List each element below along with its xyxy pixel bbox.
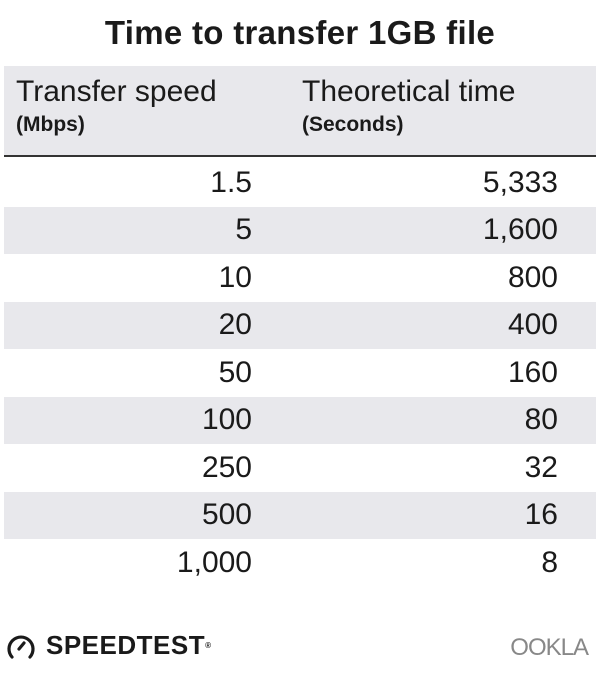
time-cell: 5,333 — [482, 165, 558, 199]
chart-title: Time to transfer 1GB file — [104, 14, 496, 51]
speed-cell: 20 — [218, 308, 252, 342]
speed-cell: 5 — [235, 213, 252, 247]
time-cell: 1,600 — [482, 213, 558, 247]
table-row: 5 1,600 — [4, 206, 596, 254]
time-cell: 8 — [541, 545, 558, 579]
table-row: 20 400 — [4, 301, 596, 349]
time-cell: 800 — [507, 260, 558, 294]
data-table: Transfer speed (Mbps) Theoretical time (… — [4, 66, 596, 587]
speedtest-wordmark: SPEEDTEST — [46, 630, 206, 660]
table-row: 1,000 8 — [4, 539, 596, 587]
gauge-icon — [7, 634, 35, 659]
speed-cell: 100 — [201, 403, 252, 437]
speed-cell: 1.5 — [210, 165, 252, 199]
table-row: 1.5 5,333 — [4, 159, 596, 207]
speed-cell: 250 — [201, 450, 252, 484]
column-unit: (Seconds) — [302, 113, 404, 136]
column-header-time: Theoretical time (Seconds) — [300, 66, 596, 155]
speedtest-logo: SPEEDTEST ® — [6, 630, 212, 661]
table-row: 100 80 — [4, 396, 596, 444]
table-row: 10 800 — [4, 254, 596, 302]
column-unit: (Mbps) — [16, 113, 85, 136]
speed-cell: 500 — [201, 498, 252, 532]
table-row: 500 16 — [4, 491, 596, 539]
time-cell: 80 — [524, 403, 558, 437]
time-cell: 32 — [524, 450, 558, 484]
table-row: 250 32 — [4, 444, 596, 492]
ookla-logo: OOKLA — [510, 634, 589, 661]
speed-cell: 1,000 — [176, 545, 252, 579]
table-body: 1.5 5,333 5 1,600 10 800 20 400 50 160 100 80 250 32 5… — [4, 157, 596, 587]
time-cell: 16 — [524, 498, 558, 532]
column-label: Transfer speed — [16, 75, 217, 108]
footer: SPEEDTEST ® OOKLA — [0, 628, 600, 668]
time-cell: 160 — [507, 355, 558, 389]
column-header-speed: Transfer speed (Mbps) — [4, 66, 300, 155]
table-row: 50 160 — [4, 349, 596, 397]
speed-cell: 10 — [218, 260, 252, 294]
table-header: Transfer speed (Mbps) Theoretical time (… — [4, 66, 596, 157]
column-label: Theoretical time — [302, 75, 516, 108]
speed-cell: 50 — [218, 355, 252, 389]
time-cell: 400 — [507, 308, 558, 342]
